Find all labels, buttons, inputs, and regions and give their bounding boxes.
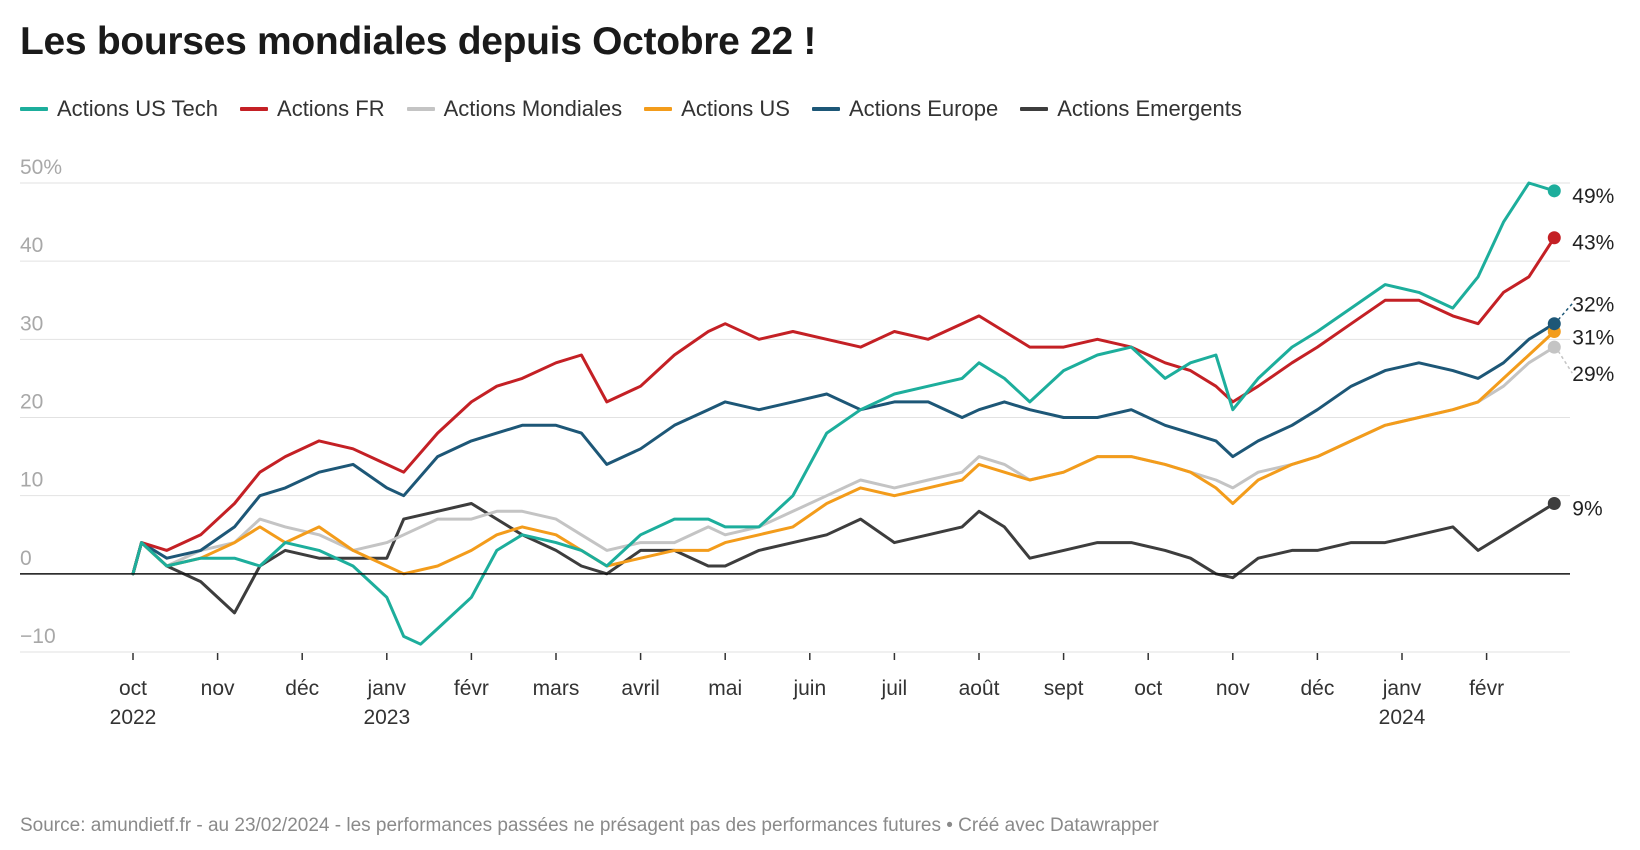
series-line [131, 322, 1556, 576]
legend-label: Actions FR [277, 96, 385, 121]
x-tick-label: déc [285, 677, 319, 700]
legend-label: Actions Europe [848, 96, 999, 121]
x-tick-label: nov [1216, 677, 1250, 700]
x-year-label: 2022 [110, 706, 157, 729]
y-tick-label: −10 [20, 625, 56, 648]
x-tick-label: oct [1134, 677, 1162, 700]
x-tick-label: mars [533, 677, 580, 700]
legend-swatch [240, 107, 269, 111]
x-tick-label: janv [367, 677, 407, 700]
end-point [1547, 184, 1561, 198]
series-line [131, 236, 1556, 576]
end-point [1547, 317, 1561, 331]
legend-label: Actions Mondiales [443, 96, 623, 121]
x-tick-label: sept [1044, 677, 1084, 700]
y-tick-label: 20 [20, 391, 43, 414]
y-tick-label: 30 [20, 312, 43, 335]
legend: Actions US Tech Actions FR Actions Mondial… [20, 96, 1242, 122]
x-tick-label: févr [1469, 677, 1504, 700]
end-label: 29% [1572, 363, 1614, 386]
y-tick-label: 50% [20, 156, 62, 179]
x-tick-label: août [959, 677, 1000, 700]
legend-label: Actions US [681, 96, 790, 121]
end-point [1547, 496, 1561, 510]
x-tick-label: juin [792, 677, 826, 700]
label-connector [1557, 350, 1573, 374]
legend-item: Actions US [644, 96, 790, 122]
legend-swatch [406, 107, 435, 111]
x-tick-label: avril [621, 677, 660, 700]
end-point [1547, 340, 1561, 354]
x-tick-label: oct [119, 677, 147, 700]
y-tick-label: 10 [20, 469, 43, 492]
end-label: 31% [1572, 327, 1614, 350]
series-line [131, 345, 1556, 576]
legend-item: Actions Mondiales [406, 96, 623, 122]
x-tick-label: févr [454, 677, 489, 700]
x-tick-label: janv [1382, 677, 1422, 700]
x-tick-label: mai [708, 677, 742, 700]
line-chart: 50% 40 30 20 10 0 −10 oct 2022 nov déc janv 2023 févr… [20, 156, 1614, 729]
end-label: 49% [1572, 185, 1614, 208]
legend-swatch [1020, 107, 1049, 111]
end-label: 32% [1572, 294, 1614, 317]
legend-item: Actions US Tech [20, 96, 218, 122]
x-year-label: 2023 [363, 706, 410, 729]
legend-swatch [20, 107, 48, 111]
x-year-label: 2024 [1379, 706, 1426, 729]
end-label: 9% [1572, 497, 1602, 520]
chart-title: Les bourses mondiales depuis Octobre 22 … [20, 20, 817, 63]
legend-swatch [811, 107, 840, 111]
series-line [131, 502, 1556, 615]
end-point [1547, 231, 1561, 245]
x-tick-label: nov [201, 677, 235, 700]
x-tick-label: juil [881, 677, 908, 700]
y-tick-label: 0 [20, 547, 32, 570]
legend-item: Actions Europe [811, 96, 999, 122]
legend-item: Actions FR [240, 96, 385, 122]
y-tick-label: 40 [20, 234, 43, 257]
x-tick-label: déc [1300, 677, 1334, 700]
series-line [131, 181, 1556, 646]
source-note: Source: amundietf.fr - au 23/02/2024 - l… [20, 815, 1159, 836]
legend-swatch [644, 107, 673, 111]
series-line [131, 330, 1556, 576]
legend-label: Actions US Tech [57, 96, 219, 121]
legend-label: Actions Emergents [1057, 96, 1242, 121]
end-label: 43% [1572, 232, 1614, 255]
legend-item: Actions Emergents [1020, 96, 1242, 122]
label-connector [1557, 303, 1573, 321]
